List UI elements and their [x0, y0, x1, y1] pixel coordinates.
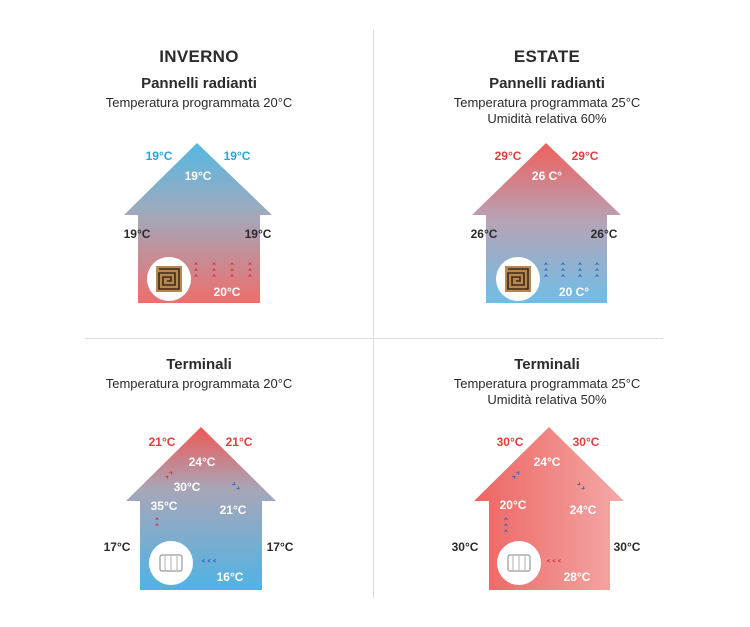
svg-text:˂˂˂: ˂˂˂	[201, 558, 218, 571]
svg-text:˄: ˄	[154, 516, 160, 529]
temp-roof-inner: 26 C°	[532, 169, 562, 183]
temp-side-left: 26°C	[471, 227, 498, 241]
temp-top-right: 19°C	[224, 149, 251, 163]
svg-text:˄: ˄	[560, 267, 566, 280]
temp-side-right: 30°C	[614, 540, 641, 554]
temp-side-right: 19°C	[245, 227, 272, 241]
svg-text:˄: ˄	[193, 273, 199, 286]
temp-side-right: 26°C	[591, 227, 618, 241]
svg-text:˄: ˄	[193, 267, 199, 280]
svg-text:˄: ˄	[503, 516, 509, 529]
svg-text:˄: ˄	[247, 273, 253, 286]
temp-mid-right: 24°C	[570, 503, 597, 517]
svg-text:˄: ˄	[503, 522, 509, 535]
temp-top-right: 30°C	[573, 435, 600, 449]
temp-top-left: 29°C	[495, 149, 522, 163]
summer-radiant-program: Temperatura programmata 25°C	[453, 95, 641, 110]
winter-radiant-subtitle: Pannelli radianti	[141, 75, 257, 92]
temp-floor: 28°C	[564, 570, 591, 584]
temp-top-right: 21°C	[226, 435, 253, 449]
summer-radiant-humidity: Umidità relativa 60%	[487, 111, 607, 126]
temp-side-left: 30°C	[452, 540, 479, 554]
svg-text:˄: ˄	[211, 261, 217, 274]
winter-title: INVERNO	[159, 47, 239, 66]
svg-text:˄: ˄	[577, 273, 583, 286]
temp-top-right: 29°C	[572, 149, 599, 163]
svg-text:˄: ˄	[503, 528, 509, 541]
temp-top-left: 30°C	[497, 435, 524, 449]
horizontal-divider	[85, 338, 663, 339]
temp-roof-inner: 24°C	[189, 455, 216, 469]
chevron-arrow-icon: ˄˄˄ ˄˄˄ ˄˄˄ ˄˄˄	[543, 261, 600, 286]
radiator-terminal-icon	[149, 541, 193, 585]
temp-top-left: 21°C	[149, 435, 176, 449]
summer-terminals-subtitle: Terminali	[514, 356, 580, 373]
svg-text:˄: ˄	[594, 267, 600, 280]
winter-terminals-subtitle: Terminali	[166, 356, 232, 373]
svg-text:˄: ˄	[560, 261, 566, 274]
svg-text:˄: ˄	[594, 261, 600, 274]
winter-radiant-program: Temperatura programmata 20°C	[105, 95, 293, 110]
svg-text:˄: ˄	[543, 261, 549, 274]
svg-text:˄: ˄	[247, 267, 253, 280]
svg-text:˄: ˄	[229, 273, 235, 286]
temp-mid-right: 21°C	[220, 503, 247, 517]
svg-text:˄: ˄	[247, 261, 253, 274]
svg-text:˄: ˄	[543, 273, 549, 286]
radiant-floor-coil-icon	[147, 257, 191, 301]
temp-top-left: 19°C	[146, 149, 173, 163]
svg-text:˄: ˄	[560, 273, 566, 286]
temp-floor: 16°C	[217, 570, 244, 584]
svg-text:˄: ˄	[543, 267, 549, 280]
svg-text:˄: ˄	[577, 267, 583, 280]
temp-side-right: 17°C	[267, 540, 294, 554]
summer-title: ESTATE	[513, 47, 581, 66]
svg-text:˄: ˄	[229, 267, 235, 280]
temp-side-left: 19°C	[124, 227, 151, 241]
temp-heater-top: 35°C	[151, 499, 178, 513]
svg-text:˄: ˄	[193, 261, 199, 274]
svg-text:˄: ˄	[211, 273, 217, 286]
svg-text:˄: ˄	[211, 267, 217, 280]
summer-terminals-humidity: Umidità relativa 50%	[487, 392, 607, 407]
temp-roof-inner: 24°C	[534, 455, 561, 469]
svg-text:˄: ˄	[594, 273, 600, 286]
temp-roof-inner: 19°C	[185, 169, 212, 183]
chevron-arrow-icon: ˄˄˄ ˄˄˄ ˄˄˄ ˄˄˄	[193, 261, 253, 286]
temp-floor: 20 C°	[559, 285, 589, 299]
svg-text:˄: ˄	[229, 261, 235, 274]
temp-mid-left: 30°C	[174, 480, 201, 494]
svg-text:˂˂˂: ˂˂˂	[546, 558, 563, 571]
summer-radiant-subtitle: Pannelli radianti	[489, 75, 605, 92]
svg-text:˄: ˄	[154, 522, 160, 535]
vertical-divider	[373, 30, 374, 598]
radiator-terminal-icon	[497, 541, 541, 585]
radiant-floor-coil-icon	[496, 257, 540, 301]
temp-side-left: 17°C	[104, 540, 131, 554]
summer-terminals-program: Temperatura programmata 25°C	[453, 376, 641, 391]
temp-mid-left: 20°C	[500, 498, 527, 512]
winter-terminals-program: Temperatura programmata 20°C	[105, 376, 293, 391]
temp-floor: 20°C	[214, 285, 241, 299]
svg-text:˄: ˄	[577, 261, 583, 274]
